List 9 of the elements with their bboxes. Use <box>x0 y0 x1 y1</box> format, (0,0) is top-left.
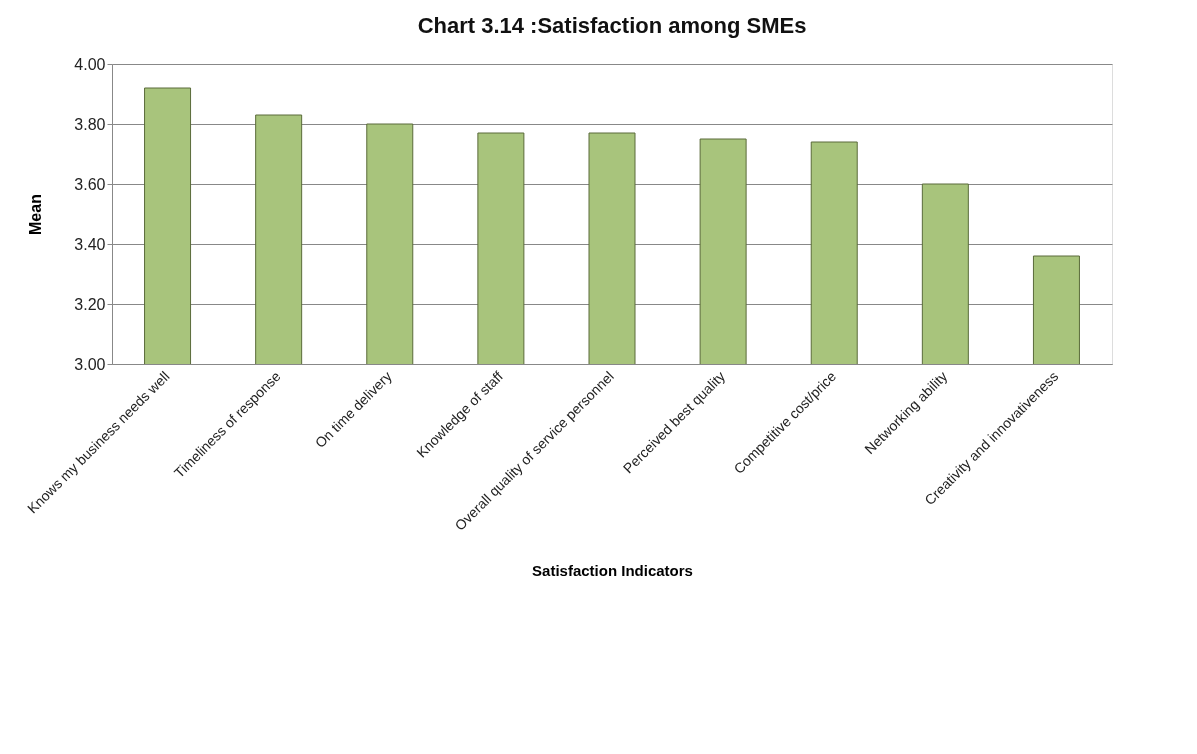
y-tick-label: 3.00 <box>74 355 106 373</box>
y-axis-title: Mean <box>27 194 45 235</box>
chart-title: Chart 3.14 :Satisfaction among SMEs <box>417 13 807 38</box>
y-tick-label: 3.80 <box>74 115 106 133</box>
y-tick-label: 3.60 <box>74 175 106 193</box>
y-tick-label: 4.00 <box>74 55 106 73</box>
y-tick-label: 3.20 <box>74 295 106 313</box>
x-axis-title: Satisfaction Indicators <box>532 561 693 579</box>
y-tick-label: 3.40 <box>74 235 106 253</box>
